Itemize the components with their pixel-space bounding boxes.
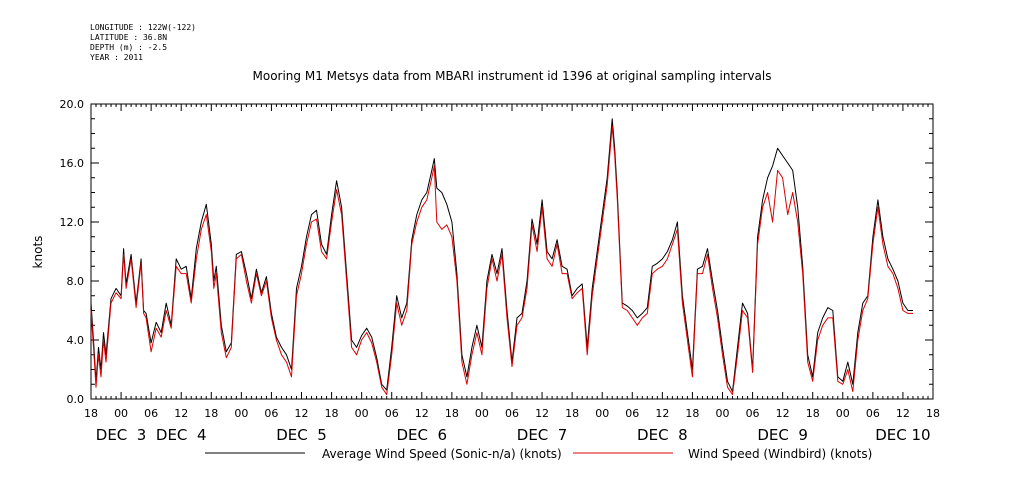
x-axis-ticks: 18 00 06 12 18 00 06 12 18 00 06 12 18 00 06 12 18 00 06 12…: [84, 104, 940, 444]
legend: Average Wind Speed (Sonic-n/a) (knots) W…: [205, 447, 872, 461]
x-tick-label: 18: [84, 407, 98, 420]
x-tick-label: 00: [355, 407, 369, 420]
plot-frame: [90, 103, 934, 400]
x-tick-label: 00: [716, 407, 730, 420]
x-tick-label: 00: [234, 407, 248, 420]
y-tick-label: 0.0: [67, 393, 85, 406]
y-tick-label: 12.0: [60, 216, 85, 229]
y-axis-ticks: 0.0 4.0 8.0 12.0 16.0 20.0: [60, 98, 933, 406]
x-tick-label: 06: [144, 407, 158, 420]
series-lines: [90, 118, 913, 396]
y-tick-label: 8.0: [67, 275, 85, 288]
series-line-average-wind-speed: [90, 118, 913, 393]
x-day-label: DEC 6: [396, 426, 447, 444]
y-axis-label: knots: [31, 236, 45, 269]
x-tick-label: 12: [655, 407, 669, 420]
x-tick-label: 12: [896, 407, 910, 420]
legend-label-average: Average Wind Speed (Sonic-n/a) (knots): [322, 447, 562, 461]
x-day-label: DEC 4: [156, 426, 207, 444]
x-tick-label: 18: [565, 407, 579, 420]
x-tick-label: 00: [595, 407, 609, 420]
y-tick-label: 16.0: [60, 157, 85, 170]
x-tick-label: 12: [535, 407, 549, 420]
x-tick-label: 06: [505, 407, 519, 420]
x-tick-label: 12: [295, 407, 309, 420]
x-tick-label: 00: [114, 407, 128, 420]
x-tick-label: 06: [866, 407, 880, 420]
x-tick-label: 06: [625, 407, 639, 420]
x-day-label: DEC 8: [637, 426, 688, 444]
y-tick-label: 20.0: [60, 98, 85, 111]
y-tick-label: 4.0: [67, 334, 85, 347]
meta-line-longitude: LONGITUDE : 122W(-122): [90, 23, 196, 32]
x-day-label: DEC 5: [276, 426, 327, 444]
x-day-label: DEC 3: [96, 426, 147, 444]
legend-label-windbird: Wind Speed (Windbird) (knots): [688, 447, 872, 461]
meta-line-latitude: LATITUDE : 36.8N: [90, 33, 167, 42]
x-tick-label: 00: [475, 407, 489, 420]
x-tick-label: 18: [204, 407, 218, 420]
meta-line-depth: DEPTH (m) : -2.5: [90, 43, 167, 52]
x-tick-label: 12: [174, 407, 188, 420]
x-tick-label: 06: [385, 407, 399, 420]
metadata-block: LONGITUDE : 122W(-122) LATITUDE : 36.8N …: [90, 23, 196, 62]
x-tick-label: 18: [325, 407, 339, 420]
x-day-label: DEC 7: [517, 426, 568, 444]
series-line-windbird-wind-speed: [90, 125, 913, 396]
x-day-label: DEC 10: [875, 426, 930, 444]
x-day-label: DEC 9: [757, 426, 808, 444]
x-tick-label: 12: [776, 407, 790, 420]
x-tick-label: 18: [445, 407, 459, 420]
x-tick-label: 06: [264, 407, 278, 420]
chart-title: Mooring M1 Metsys data from MBARI instru…: [253, 69, 772, 83]
meta-line-year: YEAR : 2011: [90, 53, 143, 62]
x-tick-label: 18: [926, 407, 940, 420]
x-tick-label: 18: [806, 407, 820, 420]
x-tick-label: 00: [836, 407, 850, 420]
x-tick-label: 12: [415, 407, 429, 420]
x-tick-label: 06: [746, 407, 760, 420]
x-tick-label: 18: [685, 407, 699, 420]
